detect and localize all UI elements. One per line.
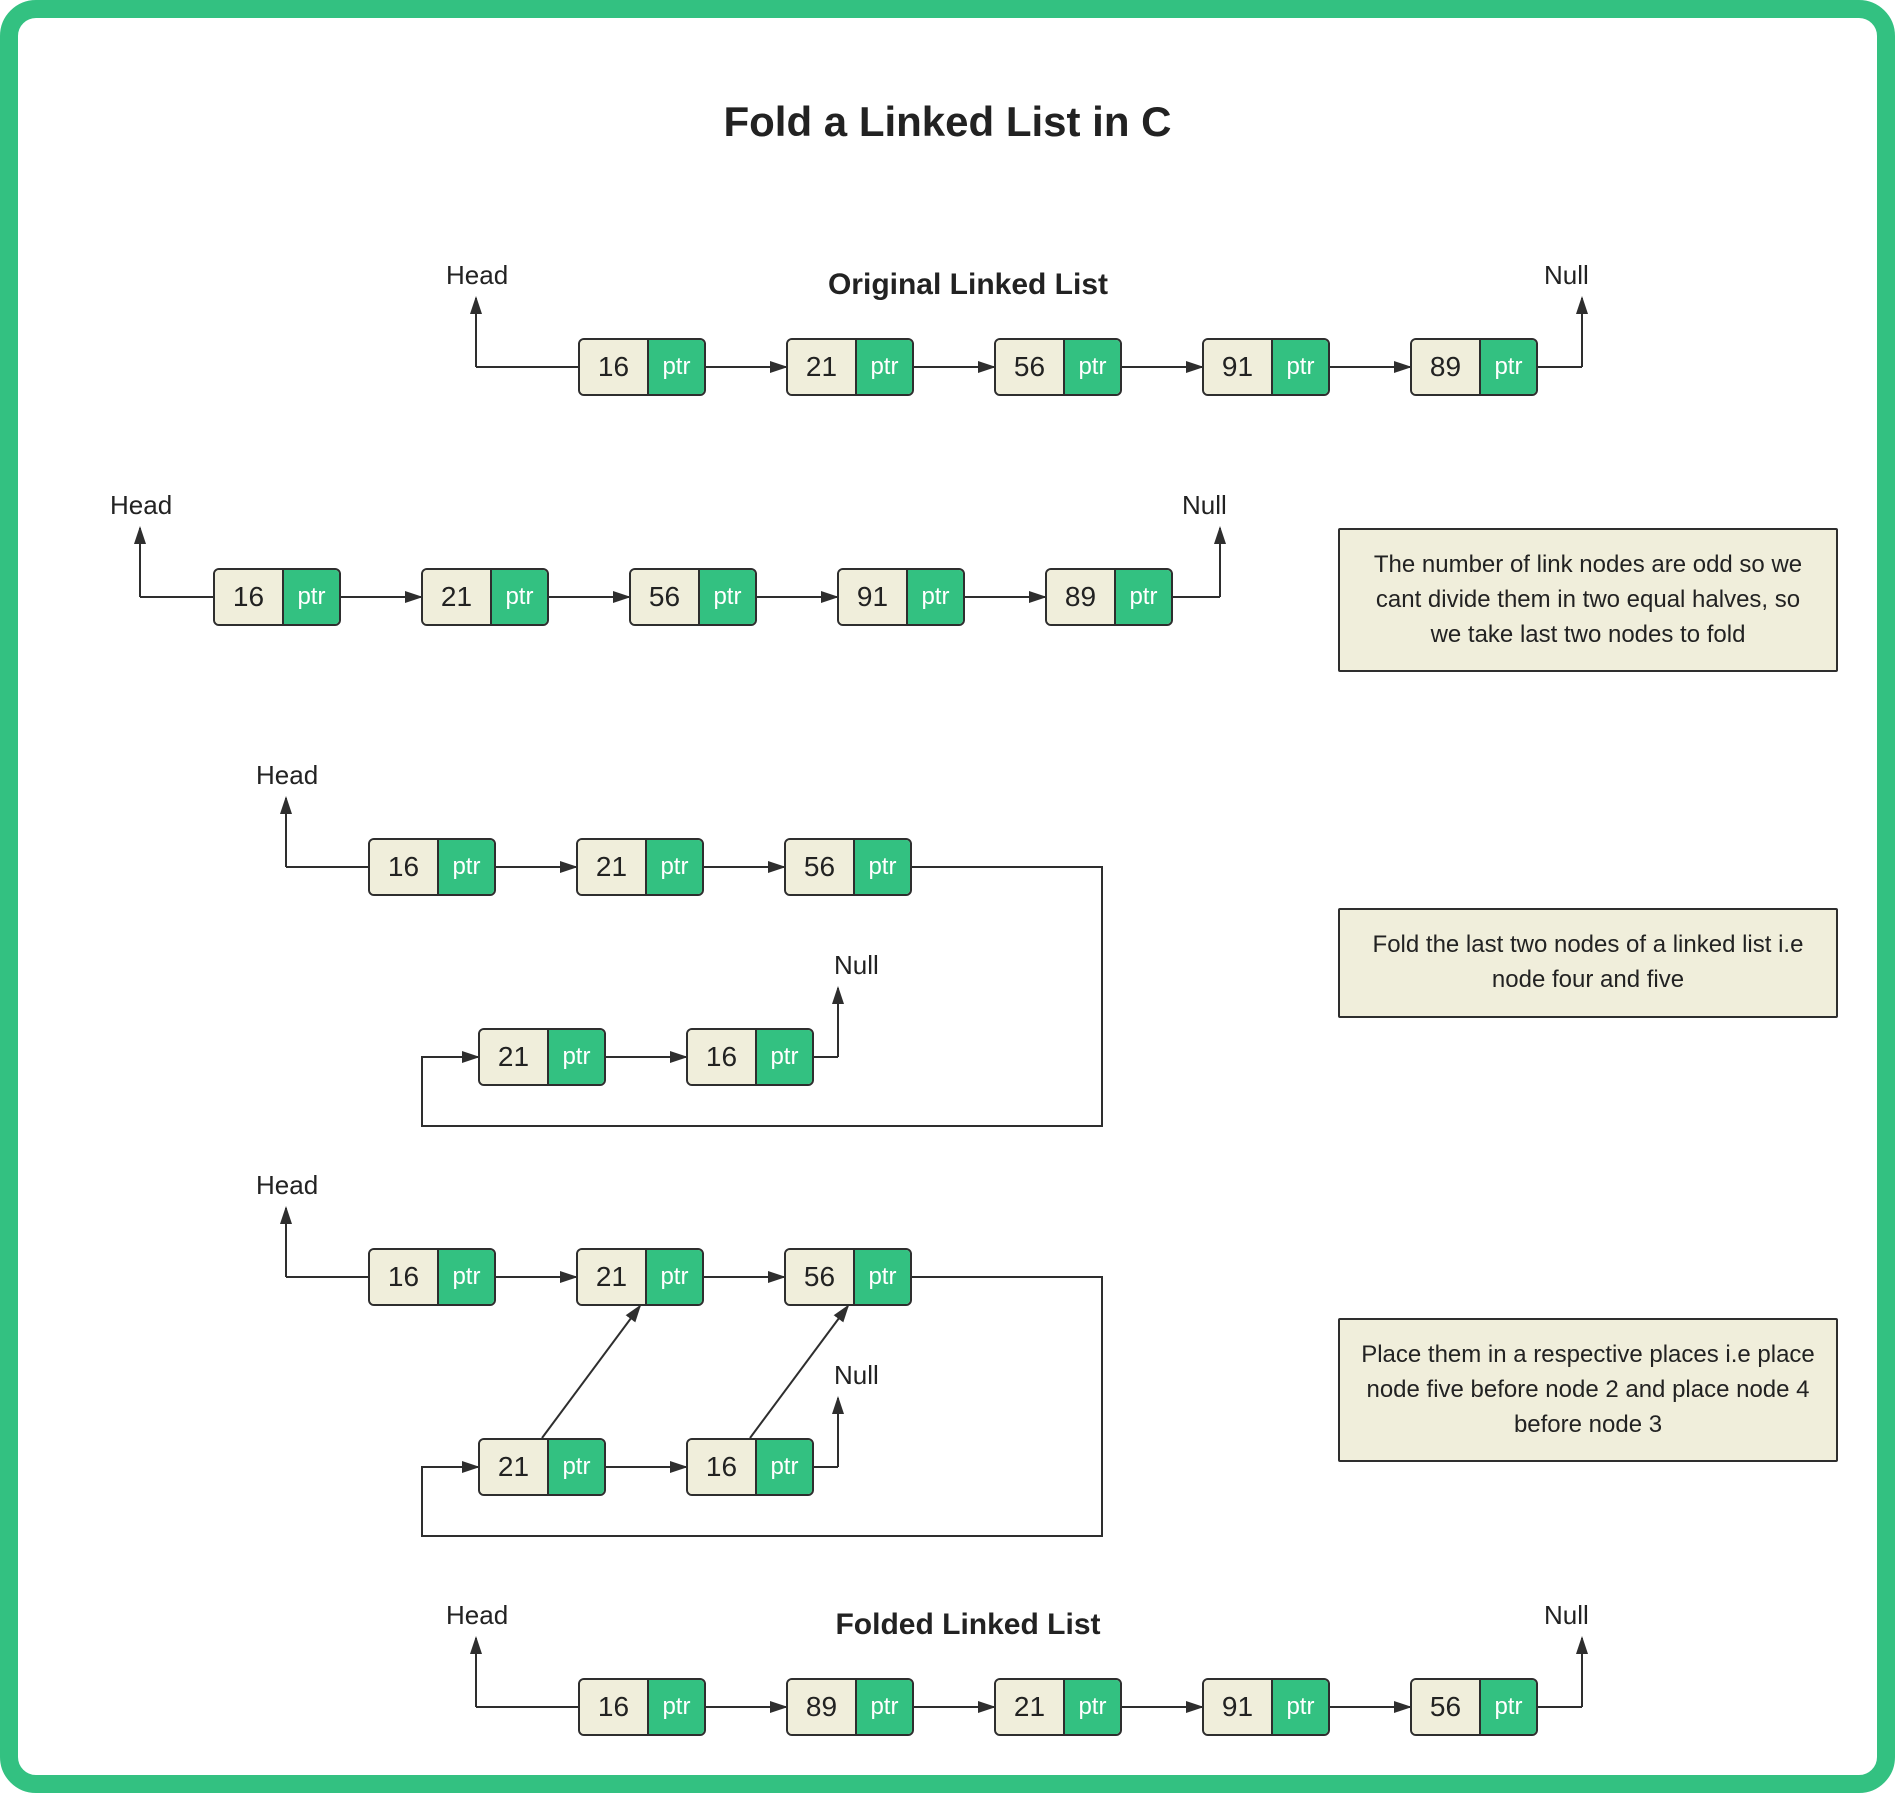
node-value: 16 xyxy=(688,1440,755,1494)
node-ptr: ptr xyxy=(437,840,494,894)
node-value: 56 xyxy=(631,570,698,624)
node-ptr: ptr xyxy=(490,570,547,624)
node-ptr: ptr xyxy=(547,1440,604,1494)
s2-explain: The number of link nodes are odd so we c… xyxy=(1338,528,1838,672)
s3b-node-1: 16ptr xyxy=(686,1028,814,1086)
s3-null: Null xyxy=(834,950,879,981)
s1-node-4: 89ptr xyxy=(1410,338,1538,396)
s4-explain: Place them in a respective places i.e pl… xyxy=(1338,1318,1838,1462)
node-ptr: ptr xyxy=(1063,1680,1120,1734)
s1-node-3: 91ptr xyxy=(1202,338,1330,396)
s5-head: Head xyxy=(446,1600,508,1631)
node-value: 56 xyxy=(1412,1680,1479,1734)
s1-node-2: 56ptr xyxy=(994,338,1122,396)
outer-frame: Fold a Linked List in C Original Linked … xyxy=(0,0,1895,1793)
node-value: 56 xyxy=(996,340,1063,394)
node-value: 16 xyxy=(688,1030,755,1084)
s4-null: Null xyxy=(834,1360,879,1391)
node-value: 21 xyxy=(480,1030,547,1084)
node-ptr: ptr xyxy=(906,570,963,624)
s2-node-4: 89ptr xyxy=(1045,568,1173,626)
s1-head: Head xyxy=(446,260,508,291)
node-ptr: ptr xyxy=(755,1030,812,1084)
node-value: 21 xyxy=(578,1250,645,1304)
node-ptr: ptr xyxy=(437,1250,494,1304)
s3t-node-2: 56ptr xyxy=(784,838,912,896)
s2-null: Null xyxy=(1182,490,1227,521)
node-ptr: ptr xyxy=(755,1440,812,1494)
s2-node-3: 91ptr xyxy=(837,568,965,626)
s5-node-0: 16ptr xyxy=(578,1678,706,1736)
node-ptr: ptr xyxy=(1271,340,1328,394)
node-ptr: ptr xyxy=(1271,1680,1328,1734)
node-value: 21 xyxy=(788,340,855,394)
node-value: 16 xyxy=(580,340,647,394)
node-ptr: ptr xyxy=(282,570,339,624)
node-ptr: ptr xyxy=(698,570,755,624)
node-value: 91 xyxy=(1204,1680,1271,1734)
node-ptr: ptr xyxy=(853,1250,910,1304)
node-value: 16 xyxy=(370,1250,437,1304)
node-value: 21 xyxy=(578,840,645,894)
node-value: 16 xyxy=(215,570,282,624)
node-value: 16 xyxy=(370,840,437,894)
node-value: 89 xyxy=(1047,570,1114,624)
s3b-node-0: 21ptr xyxy=(478,1028,606,1086)
s3-head: Head xyxy=(256,760,318,791)
s2-node-1: 21ptr xyxy=(421,568,549,626)
s5-node-4: 56ptr xyxy=(1410,1678,1538,1736)
s5-node-3: 91ptr xyxy=(1202,1678,1330,1736)
node-value: 21 xyxy=(480,1440,547,1494)
s4t-node-0: 16ptr xyxy=(368,1248,496,1306)
node-ptr: ptr xyxy=(855,340,912,394)
node-ptr: ptr xyxy=(853,840,910,894)
s2-head: Head xyxy=(110,490,172,521)
s1-null: Null xyxy=(1544,260,1589,291)
node-ptr: ptr xyxy=(1114,570,1171,624)
node-value: 56 xyxy=(786,840,853,894)
s1-label: Original Linked List xyxy=(38,268,1895,302)
node-ptr: ptr xyxy=(647,340,704,394)
node-value: 91 xyxy=(839,570,906,624)
s5-null: Null xyxy=(1544,1600,1589,1631)
s1-node-1: 21ptr xyxy=(786,338,914,396)
s4t-node-2: 56ptr xyxy=(784,1248,912,1306)
s3t-node-0: 16ptr xyxy=(368,838,496,896)
node-value: 21 xyxy=(996,1680,1063,1734)
s2-node-0: 16ptr xyxy=(213,568,341,626)
diagram-canvas: Fold a Linked List in C Original Linked … xyxy=(38,38,1857,1755)
node-value: 21 xyxy=(423,570,490,624)
s4b-node-0: 21ptr xyxy=(478,1438,606,1496)
s4b-node-1: 16ptr xyxy=(686,1438,814,1496)
node-value: 91 xyxy=(1204,340,1271,394)
node-ptr: ptr xyxy=(547,1030,604,1084)
s2-node-2: 56ptr xyxy=(629,568,757,626)
s5-label: Folded Linked List xyxy=(38,1608,1895,1642)
node-ptr: ptr xyxy=(1479,1680,1536,1734)
node-value: 16 xyxy=(580,1680,647,1734)
s1-node-0: 16ptr xyxy=(578,338,706,396)
node-ptr: ptr xyxy=(1479,340,1536,394)
node-ptr: ptr xyxy=(1063,340,1120,394)
s4-head: Head xyxy=(256,1170,318,1201)
s4t-node-1: 21ptr xyxy=(576,1248,704,1306)
node-ptr: ptr xyxy=(855,1680,912,1734)
node-value: 89 xyxy=(788,1680,855,1734)
node-ptr: ptr xyxy=(647,1680,704,1734)
node-ptr: ptr xyxy=(645,840,702,894)
node-ptr: ptr xyxy=(645,1250,702,1304)
s5-node-2: 21ptr xyxy=(994,1678,1122,1736)
node-value: 56 xyxy=(786,1250,853,1304)
s5-node-1: 89ptr xyxy=(786,1678,914,1736)
node-value: 89 xyxy=(1412,340,1479,394)
s3-explain: Fold the last two nodes of a linked list… xyxy=(1338,908,1838,1018)
s3t-node-1: 21ptr xyxy=(576,838,704,896)
